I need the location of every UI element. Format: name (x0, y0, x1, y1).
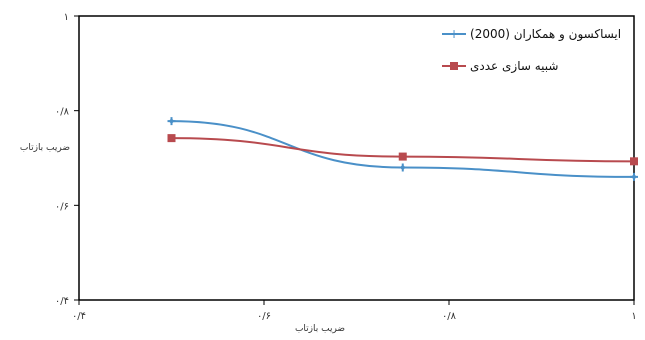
y-axis-ticks: ۰/۴ ۰/۶ ۰/۸ ۱ (55, 12, 79, 307)
legend: + ایساکسون و همکاران (2000) شبیه سازی عد… (442, 27, 621, 74)
x-tick-label: ۰/۸ (442, 311, 457, 322)
x-axis-label: ضریب بازتاب (295, 324, 345, 334)
y-axis-label: ضریب بازتاب (20, 143, 70, 153)
series-layer (167, 117, 638, 181)
data-point-square (630, 157, 638, 166)
y-tick-label: ۰/۶ (55, 201, 69, 212)
y-tick-label: ۱ (64, 12, 69, 23)
data-point-dot (632, 174, 636, 179)
data-point-square (398, 152, 407, 161)
legend-label-numerical: شبیه سازی عددی (470, 59, 558, 74)
data-point-dot (169, 119, 174, 124)
legend-square-marker (450, 62, 458, 70)
legend-label-isaacson: ایساکسون و همکاران (2000) (470, 27, 621, 42)
legend-plus-marker: + (449, 27, 459, 41)
legend-entry-isaacson: + ایساکسون و همکاران (2000) (442, 27, 621, 42)
y-tick-label: ۰/۸ (55, 107, 70, 118)
x-tick-label: ۱ (631, 311, 636, 322)
x-axis-ticks: ۰/۴ ۰/۶ ۰/۸ ۱ (72, 300, 637, 322)
data-point-dot (400, 165, 405, 170)
y-tick-label: ۰/۴ (55, 296, 69, 307)
legend-entry-numerical: شبیه سازی عددی (442, 59, 558, 74)
data-point-square (167, 134, 176, 143)
x-tick-label: ۰/۶ (257, 311, 271, 322)
x-tick-label: ۰/۴ (72, 311, 86, 322)
